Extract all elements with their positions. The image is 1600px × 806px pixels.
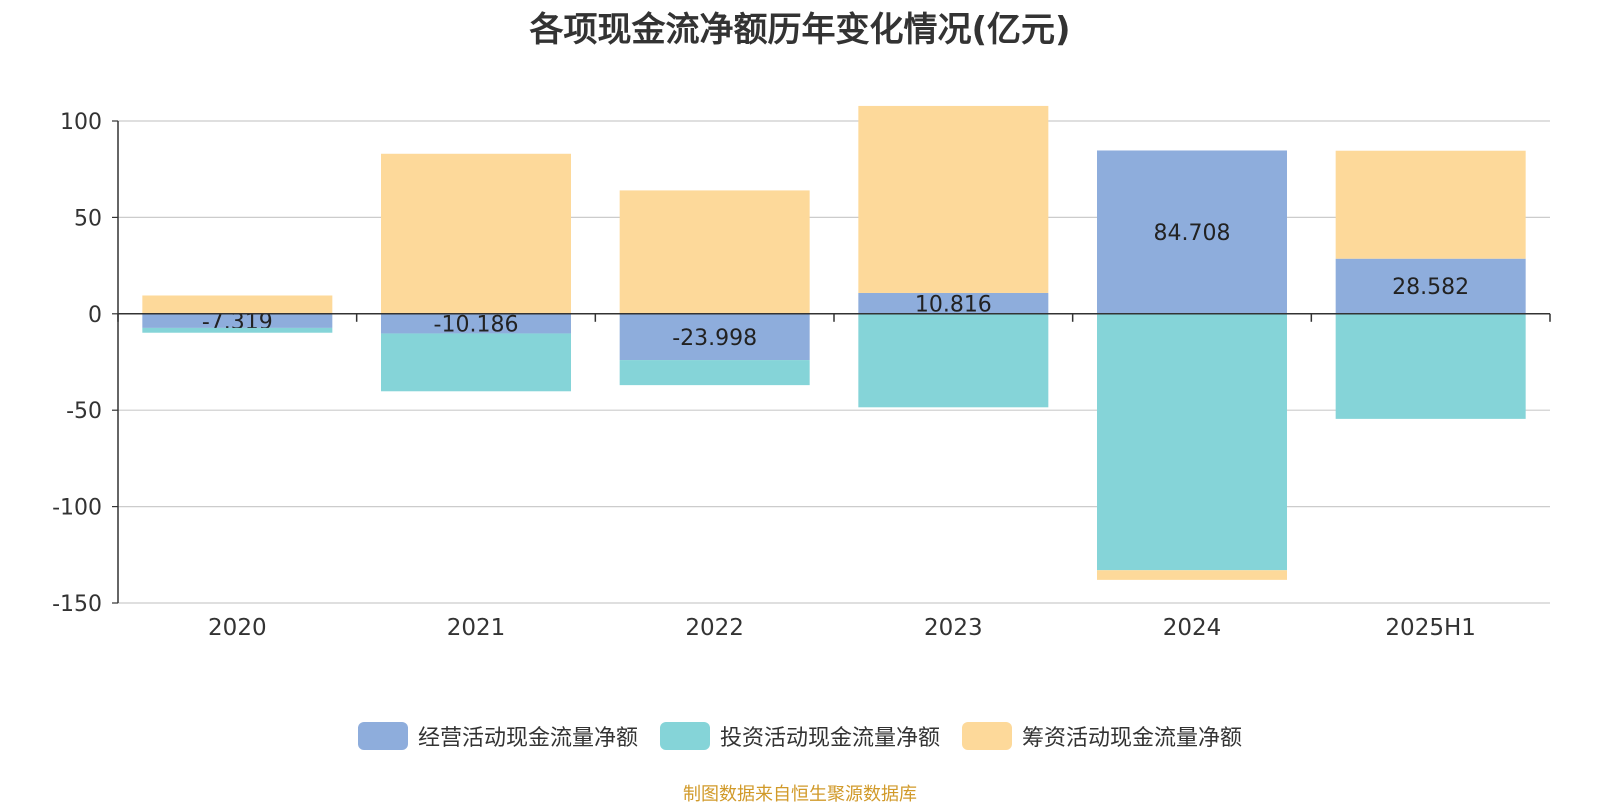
- legend-swatch-financing: [962, 722, 1012, 750]
- legend-item-operating[interactable]: 经营活动现金流量净额: [357, 720, 638, 752]
- x-tick-label: 2024: [1163, 615, 1222, 641]
- y-tick-label: -50: [66, 399, 102, 424]
- data-label-2022: -23.998: [672, 326, 757, 351]
- bar-segment-series-1-2024: [1097, 313, 1287, 571]
- bar-segment-series-1-2020: [142, 327, 333, 333]
- y-tick-label: 0: [88, 303, 102, 328]
- legend-label-financing: 筹资活动现金流量净额: [1022, 726, 1243, 751]
- legend-swatch-operating: [357, 722, 408, 750]
- chart-title: 各项现金流净额历年变化情况(亿元): [529, 10, 1071, 50]
- bar-segment-series-0-2020: [142, 313, 333, 328]
- legend-item-investing[interactable]: 投资活动现金流量净额: [659, 720, 940, 752]
- legend-label-operating: 经营活动现金流量净额: [417, 726, 638, 751]
- data-label-2025H1: 28.582: [1392, 275, 1469, 300]
- data-source-note: 制图数据来自恒生聚源数据库: [683, 784, 917, 805]
- x-tick-label: 2020: [208, 615, 267, 641]
- bar-segment-series-1-2022: [619, 360, 810, 386]
- y-tick-label: 100: [60, 110, 102, 135]
- bar-segment-series-2-2020: [142, 295, 333, 314]
- data-label-2024: 84.708: [1154, 221, 1231, 246]
- bar-segment-series-2-2022: [619, 190, 810, 314]
- bar-segment-series-2-2023: [858, 105, 1049, 293]
- bar-segment-series-1-2025H1: [1335, 313, 1526, 419]
- y-tick-label: -150: [52, 592, 102, 617]
- bar-segment-series-0-2024: [1097, 150, 1287, 314]
- bar-segment-series-2-2025H1: [1335, 150, 1526, 259]
- x-tick-label: 2022: [685, 615, 744, 641]
- x-tick-label: 2023: [924, 615, 983, 641]
- y-tick-label: -100: [52, 496, 102, 521]
- legend-label-investing: 投资活动现金流量净额: [719, 726, 940, 751]
- bar-segment-series-0-2025H1: [1335, 258, 1526, 314]
- x-tick-label: 2021: [447, 615, 506, 641]
- bar-segment-series-2-2021: [381, 153, 571, 314]
- legend-swatch-investing: [659, 722, 710, 750]
- x-tick-label: 2025H1: [1385, 615, 1475, 641]
- bar-segment-series-1-2021: [381, 333, 571, 392]
- bar-segment-series-0-2023: [858, 292, 1049, 314]
- bar-segment-series-2-2024: [1097, 570, 1287, 580]
- bar-segment-series-0-2022: [619, 313, 810, 361]
- chart-legend: 经营活动现金流量净额 投资活动现金流量净额 筹资活动现金流量净额: [0, 720, 1600, 752]
- y-tick-label: 50: [74, 206, 102, 231]
- bar-segment-series-0-2021: [381, 313, 571, 334]
- legend-item-financing[interactable]: 筹资活动现金流量净额: [962, 720, 1242, 752]
- bar-segment-series-1-2023: [858, 313, 1049, 408]
